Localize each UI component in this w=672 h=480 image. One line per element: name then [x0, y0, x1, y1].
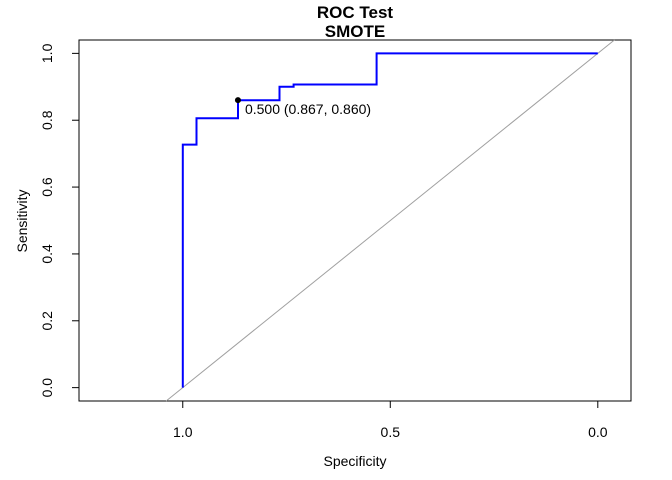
y-tick-label: 0.0 [39, 378, 55, 398]
reference-diagonal [165, 39, 615, 402]
y-tick-label: 0.6 [39, 177, 55, 197]
y-tick-label: 1.0 [39, 43, 55, 63]
y-tick-label: 0.8 [39, 110, 55, 130]
x-axis: 1.0 0.5 0.0 [173, 400, 608, 440]
y-tick-label: 0.4 [39, 244, 55, 264]
y-axis: 0.0 0.2 0.4 0.6 0.8 1.0 [39, 43, 80, 398]
threshold-label: 0.500 (0.867, 0.860) [245, 101, 371, 117]
threshold-point [234, 97, 241, 104]
plot-frame [78, 39, 632, 402]
x-tick-label: 0.0 [588, 424, 608, 440]
x-tick-label: 1.0 [173, 424, 193, 440]
x-tick-label: 0.5 [381, 424, 401, 440]
chart-subtitle: SMOTE [325, 22, 385, 41]
x-axis-label: Specificity [323, 453, 386, 469]
y-axis-label: Sensitivity [14, 189, 30, 252]
y-tick-label: 0.2 [39, 311, 55, 331]
chart-title: ROC Test [317, 3, 394, 22]
roc-curve [181, 52, 598, 388]
